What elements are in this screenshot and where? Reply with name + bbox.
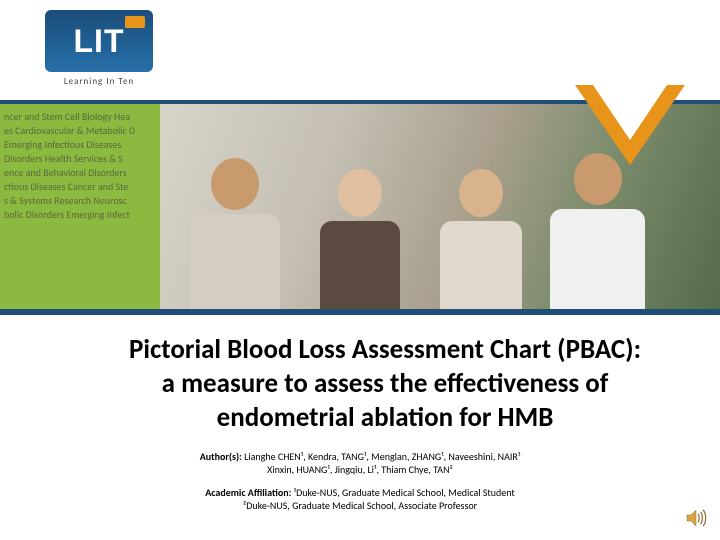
logo-box: LIT (45, 10, 153, 72)
logo-tagline: Learning In Ten (64, 76, 134, 87)
triangle-inner (593, 85, 667, 140)
person-figure (440, 169, 522, 309)
authors-line-2: Xinxin, HUANG¹, Jingqiu, Li¹, Thiam Chye… (60, 463, 660, 476)
authors-label: Author(s): (200, 450, 244, 463)
topics-sidebar: ncer and Stem Cell Biology Hea es Cardio… (0, 104, 160, 309)
authors-block: Author(s): Lianghe CHEN¹, Kendra, TANG¹,… (0, 446, 720, 476)
topic-line: bolic Disorders Emerging Infect (4, 208, 156, 222)
affiliation-block: Academic Affiliation: ¹Duke-NUS, Graduat… (0, 476, 720, 512)
logo-text: LIT (74, 23, 125, 60)
topic-line: s & Systems Research Neurosc (4, 194, 156, 208)
topic-line: ncer and Stem Cell Biology Hea (4, 110, 156, 124)
lit-logo: LIT Learning In Ten (45, 10, 153, 90)
topic-line: Emerging Infectious Diseases (4, 138, 156, 152)
authors-names-1: Lianghe CHEN¹, Kendra, TANG¹, Menglan, Z… (244, 450, 520, 463)
speaker-icon[interactable] (684, 506, 708, 530)
title-line: a measure to assess the effectiveness of (162, 367, 609, 400)
title-line: Pictorial Blood Loss Assessment Chart (P… (129, 333, 641, 366)
title-block: Pictorial Blood Loss Assessment Chart (P… (0, 315, 720, 446)
topic-line: es Cardiovascular & Metabolic D (4, 124, 156, 138)
affiliation-text-1: ¹Duke-NUS, Graduate Medical School, Medi… (294, 486, 515, 499)
affiliation-label: Academic Affiliation: (205, 486, 293, 499)
person-figure (190, 158, 280, 309)
topic-line: ctious Diseases Cancer and Ste (4, 180, 156, 194)
person-figure (550, 153, 645, 309)
affiliation-line-2: ²Duke-NUS, Graduate Medical School, Asso… (60, 499, 660, 512)
slide-title: Pictorial Blood Loss Assessment Chart (P… (90, 333, 680, 434)
authors-line-1: Author(s): Lianghe CHEN¹, Kendra, TANG¹,… (60, 450, 660, 463)
affiliation-line-1: Academic Affiliation: ¹Duke-NUS, Graduat… (60, 486, 660, 499)
person-figure (320, 169, 400, 309)
logo-accent (125, 16, 145, 28)
title-line: endometrial ablation for HMB (217, 401, 554, 434)
topic-line: ence and Behavioral Disorders (4, 166, 156, 180)
topic-line: Disorders Health Services & S (4, 152, 156, 166)
